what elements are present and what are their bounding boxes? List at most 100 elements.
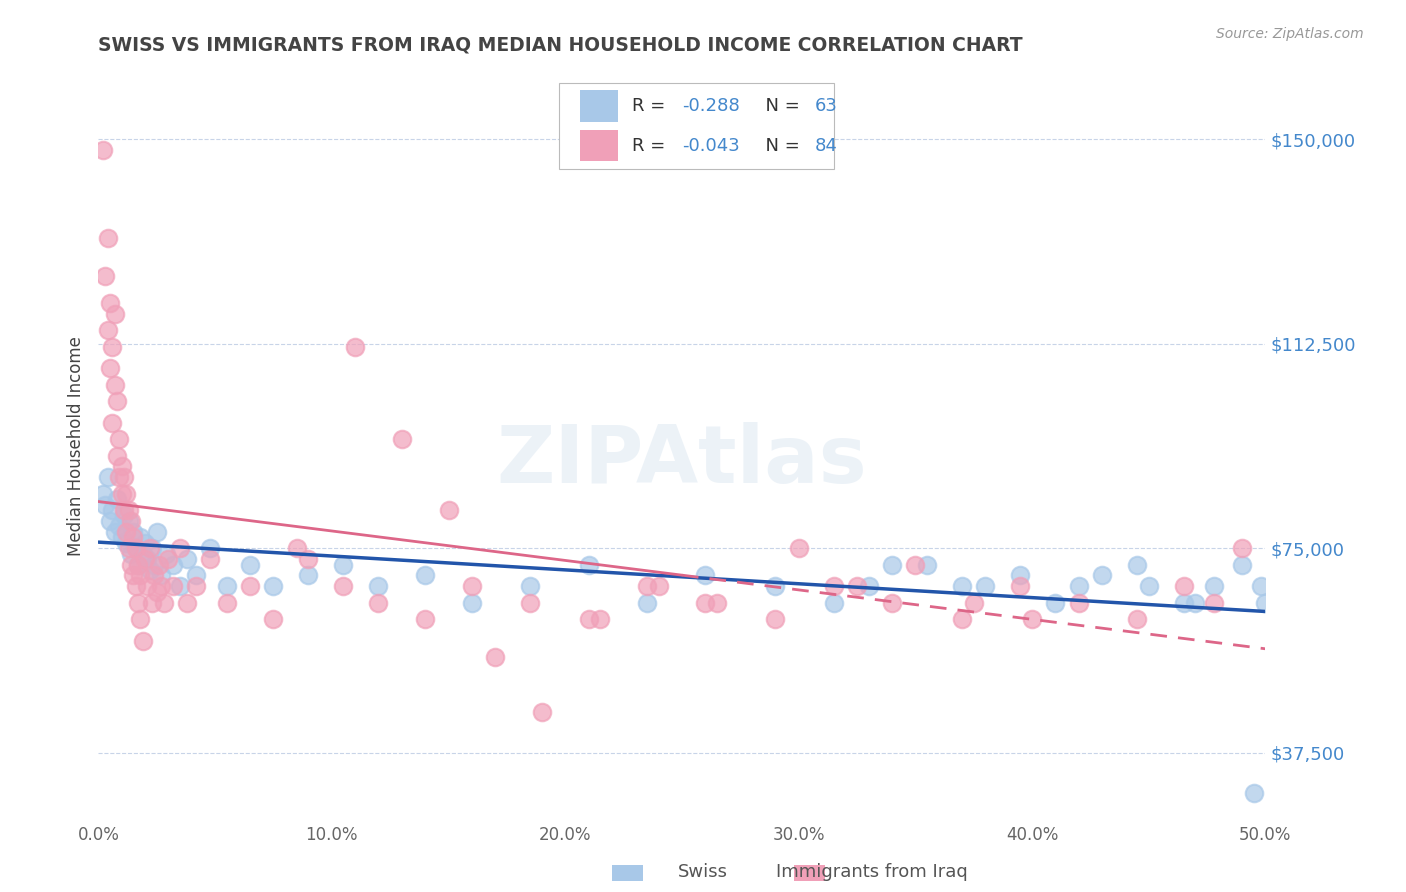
Swiss (1254, 596, 1277, 610)
Swiss (1173, 596, 1195, 610)
Immigrants from Iraq (1067, 596, 1090, 610)
Swiss (367, 579, 389, 593)
Swiss (186, 568, 208, 582)
Swiss (1250, 579, 1272, 593)
Immigrants from Iraq (118, 503, 141, 517)
FancyBboxPatch shape (581, 129, 617, 161)
Swiss (98, 514, 121, 528)
Swiss (1230, 558, 1253, 572)
Swiss (112, 508, 135, 523)
Text: -0.043: -0.043 (682, 136, 740, 154)
Swiss (105, 492, 128, 507)
Swiss (118, 514, 141, 528)
Swiss (91, 486, 114, 500)
Swiss (169, 579, 191, 593)
Immigrants from Iraq (484, 650, 506, 665)
Immigrants from Iraq (519, 596, 541, 610)
Swiss (262, 579, 284, 593)
Text: Immigrants from Iraq: Immigrants from Iraq (776, 863, 967, 881)
Swiss (176, 552, 198, 566)
Immigrants from Iraq (152, 596, 174, 610)
Immigrants from Iraq (636, 579, 658, 593)
Immigrants from Iraq (823, 579, 845, 593)
Swiss (1091, 568, 1114, 582)
Swiss (136, 552, 159, 566)
Text: R =: R = (631, 136, 671, 154)
Immigrants from Iraq (176, 596, 198, 610)
Swiss (763, 579, 786, 593)
Immigrants from Iraq (787, 541, 810, 556)
Immigrants from Iraq (1126, 612, 1149, 626)
Swiss (695, 568, 717, 582)
Immigrants from Iraq (97, 230, 120, 244)
Immigrants from Iraq (122, 568, 145, 582)
Immigrants from Iraq (200, 552, 222, 566)
Immigrants from Iraq (904, 558, 927, 572)
Swiss (111, 530, 134, 544)
Immigrants from Iraq (125, 579, 148, 593)
FancyBboxPatch shape (560, 83, 834, 169)
Swiss (519, 579, 541, 593)
Text: 63: 63 (815, 97, 838, 115)
Swiss (915, 558, 938, 572)
Immigrants from Iraq (344, 340, 367, 354)
Immigrants from Iraq (97, 323, 120, 337)
Swiss (120, 547, 142, 561)
Swiss (215, 579, 238, 593)
Immigrants from Iraq (132, 633, 155, 648)
Swiss (97, 470, 120, 484)
Swiss (1010, 568, 1032, 582)
Swiss (1243, 786, 1265, 800)
Immigrants from Iraq (94, 268, 117, 283)
Swiss (461, 596, 484, 610)
Immigrants from Iraq (239, 579, 262, 593)
Text: -0.288: -0.288 (682, 97, 740, 115)
Immigrants from Iraq (367, 596, 389, 610)
Immigrants from Iraq (437, 503, 460, 517)
Immigrants from Iraq (706, 596, 728, 610)
Immigrants from Iraq (1010, 579, 1032, 593)
Swiss (108, 519, 131, 533)
Immigrants from Iraq (297, 552, 319, 566)
Immigrants from Iraq (111, 459, 134, 474)
Swiss (115, 535, 138, 549)
Swiss (1202, 579, 1225, 593)
Immigrants from Iraq (391, 432, 413, 446)
Swiss (1045, 596, 1067, 610)
Immigrants from Iraq (112, 503, 135, 517)
Immigrants from Iraq (880, 596, 903, 610)
Text: 84: 84 (815, 136, 838, 154)
Swiss (200, 541, 222, 556)
Swiss (823, 596, 845, 610)
Text: R =: R = (631, 97, 671, 115)
Immigrants from Iraq (141, 596, 163, 610)
Immigrants from Iraq (127, 596, 149, 610)
Immigrants from Iraq (169, 541, 191, 556)
Swiss (162, 558, 184, 572)
Swiss (104, 524, 127, 539)
Immigrants from Iraq (112, 470, 135, 484)
Immigrants from Iraq (150, 579, 173, 593)
Immigrants from Iraq (98, 361, 121, 376)
Immigrants from Iraq (162, 579, 184, 593)
Immigrants from Iraq (215, 596, 238, 610)
Immigrants from Iraq (589, 612, 612, 626)
Immigrants from Iraq (125, 541, 148, 556)
Swiss (332, 558, 354, 572)
Swiss (880, 558, 903, 572)
Immigrants from Iraq (578, 612, 600, 626)
Immigrants from Iraq (104, 307, 127, 321)
Swiss (125, 541, 148, 556)
Immigrants from Iraq (647, 579, 669, 593)
Immigrants from Iraq (1230, 541, 1253, 556)
Swiss (413, 568, 436, 582)
Immigrants from Iraq (695, 596, 717, 610)
Swiss (94, 498, 117, 512)
Immigrants from Iraq (186, 579, 208, 593)
Swiss (578, 558, 600, 572)
FancyBboxPatch shape (581, 90, 617, 121)
Swiss (139, 563, 162, 577)
Immigrants from Iraq (136, 579, 159, 593)
Immigrants from Iraq (962, 596, 984, 610)
Swiss (143, 558, 166, 572)
